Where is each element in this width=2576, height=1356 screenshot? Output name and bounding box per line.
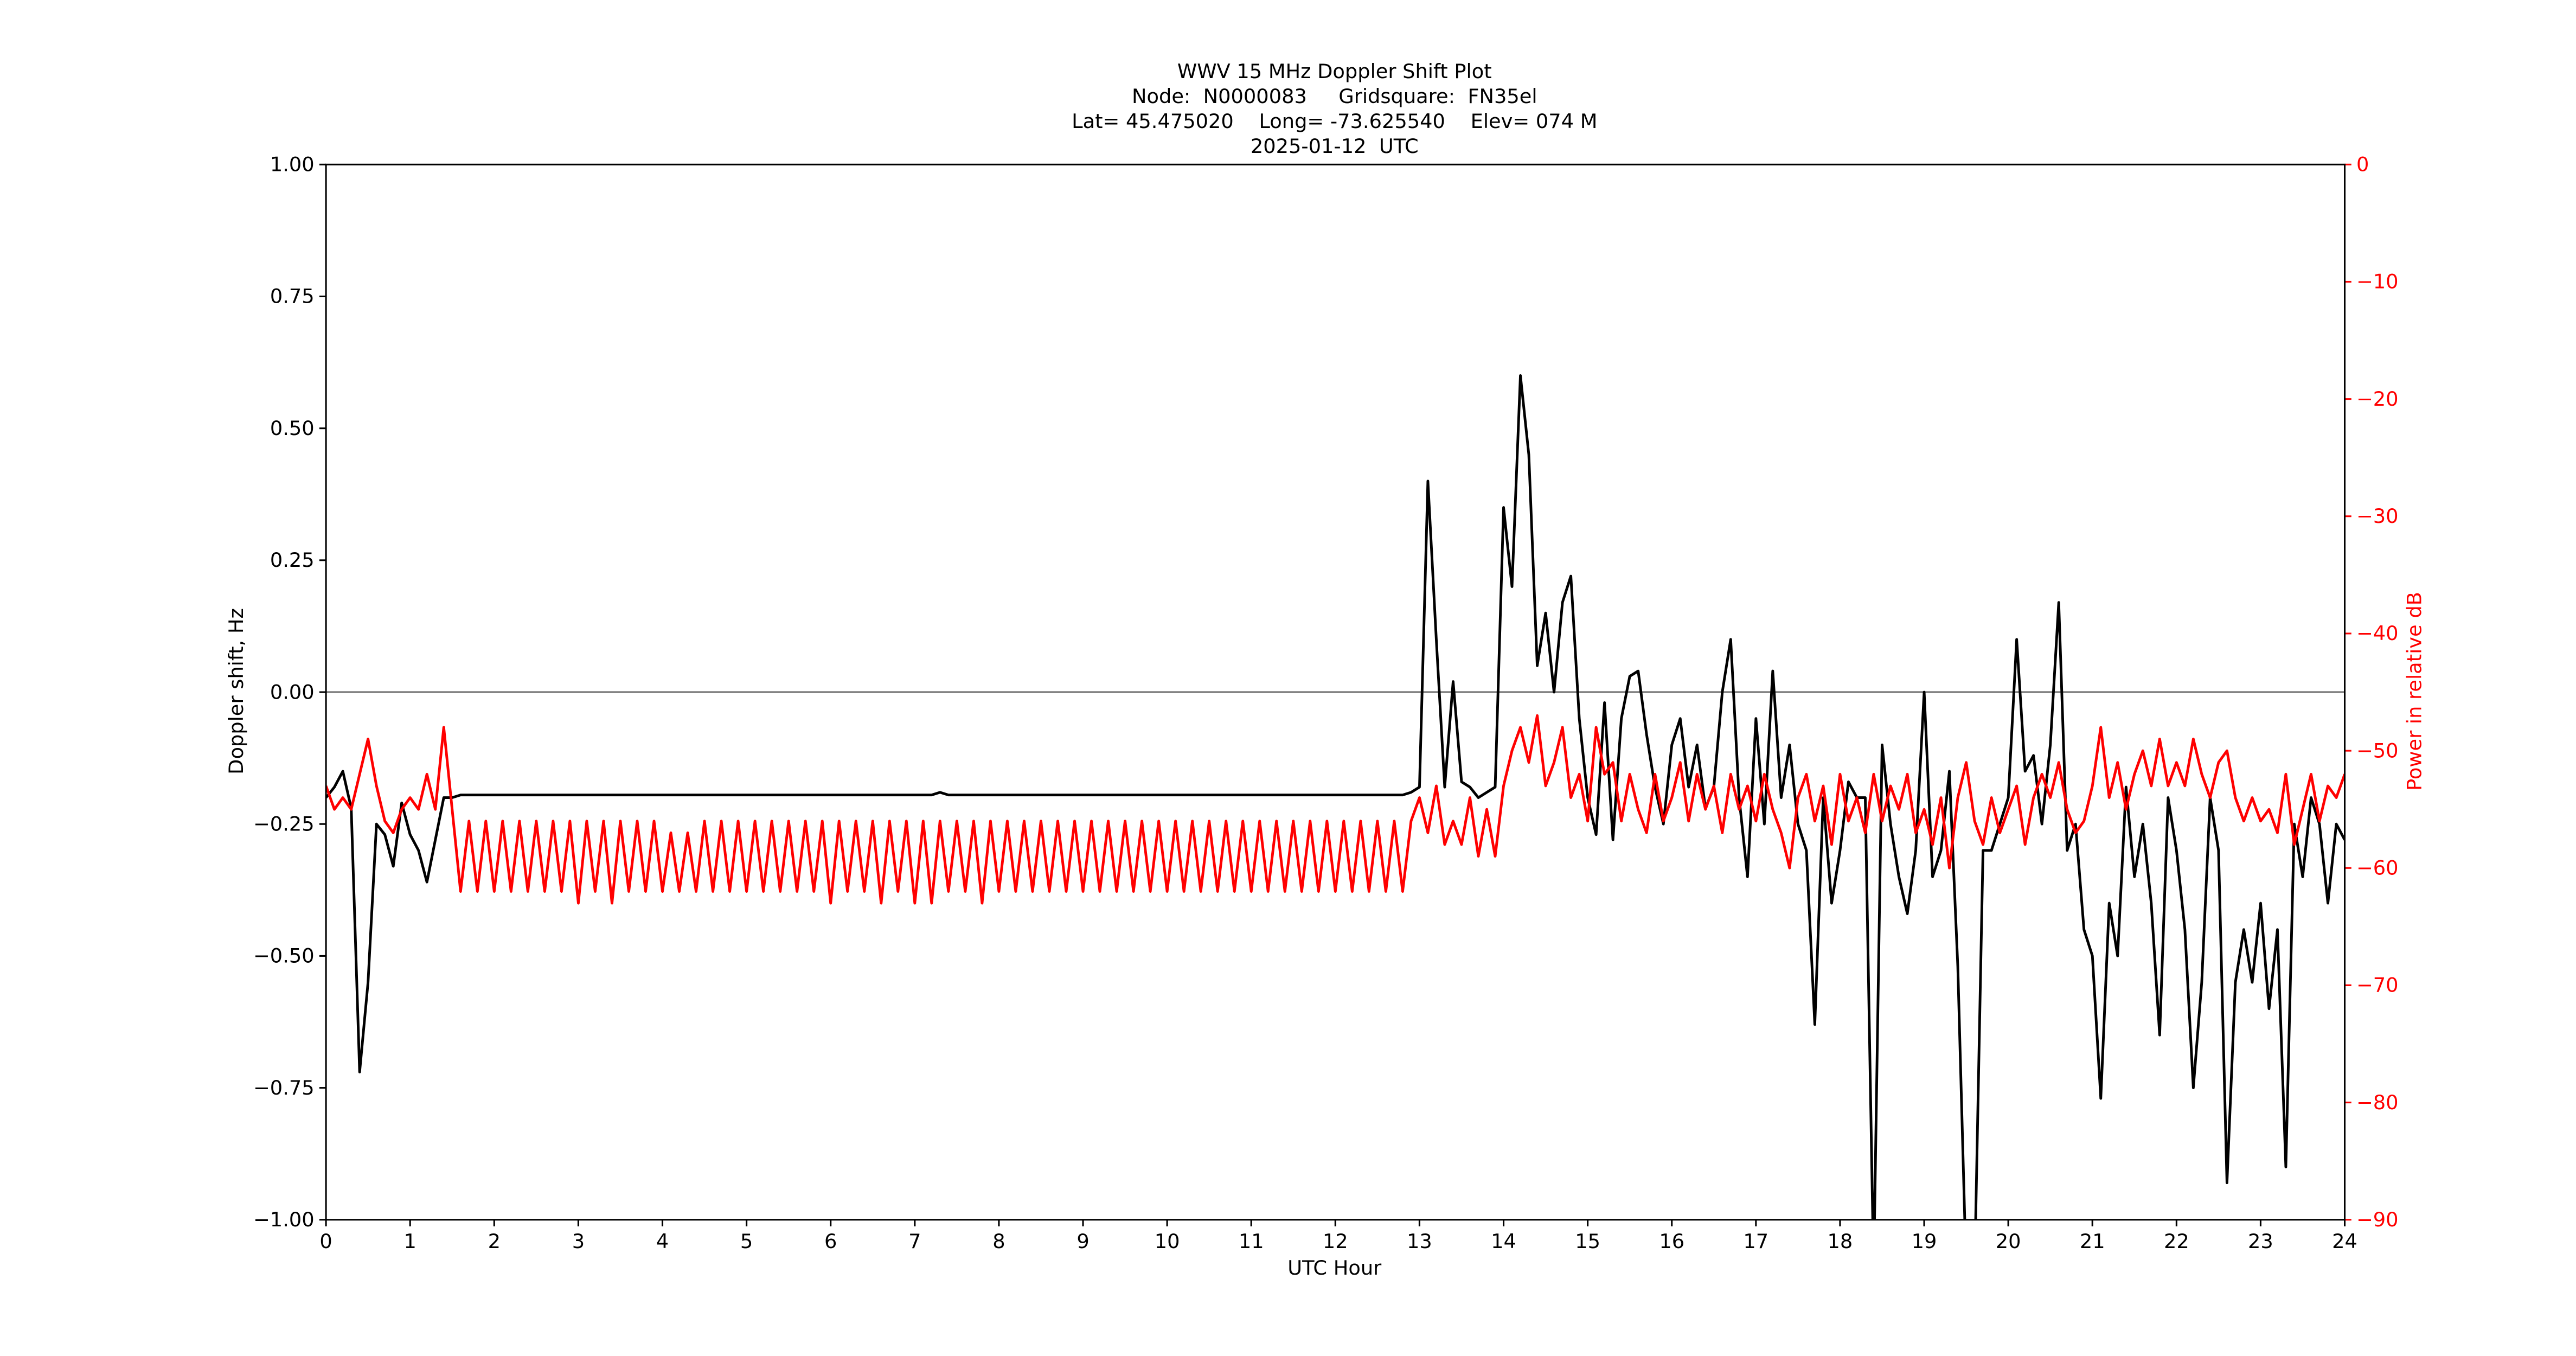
y-axis-label: Doppler shift, Hz (225, 608, 248, 775)
x-tick-label: 1 (404, 1230, 416, 1253)
data-line (326, 374, 2345, 1220)
x-tick-label: 15 (1575, 1230, 1600, 1253)
x-tick-label: 6 (824, 1230, 837, 1253)
y2-tick-label: 0 (2356, 153, 2369, 176)
y-tick-label: −0.25 (253, 812, 315, 835)
x-tick-label: 23 (2248, 1230, 2273, 1253)
x-tick-label: 2 (488, 1230, 501, 1253)
x-tick-label: 9 (1076, 1230, 1089, 1253)
x-tick-label: 17 (1743, 1230, 1768, 1253)
x-tick-label: 3 (572, 1230, 585, 1253)
chart-title: WWV 15 MHz Doppler Shift Plot (1177, 60, 1492, 83)
y-tick-label: −0.50 (253, 944, 315, 968)
y-tick-label: 1.00 (270, 153, 315, 176)
y-tick-label: 0.25 (270, 548, 315, 572)
x-tick-label: 21 (2080, 1230, 2105, 1253)
data-line (326, 714, 2345, 905)
x-tick-label: 5 (740, 1230, 753, 1253)
y-tick-label: 0.75 (270, 285, 315, 308)
y-tick-label: 0.50 (270, 417, 315, 440)
y2-tick-label: −50 (2356, 739, 2399, 762)
x-tick-label: 0 (319, 1230, 332, 1253)
y-tick-label: −1.00 (253, 1208, 315, 1231)
chart-subtitle: Node: N0000083 Gridsquare: FN35el (1132, 85, 1537, 108)
x-tick-label: 14 (1491, 1230, 1516, 1253)
x-tick-label: 7 (908, 1230, 921, 1253)
y2-tick-label: −90 (2356, 1208, 2399, 1231)
x-axis-label: UTC Hour (1287, 1256, 1382, 1280)
chart-subtitle: 2025-01-12 UTC (1251, 135, 1419, 158)
y2-tick-label: −70 (2356, 974, 2399, 997)
x-tick-label: 19 (1912, 1230, 1937, 1253)
y2-axis-label: Power in relative dB (2402, 592, 2426, 791)
y2-tick-label: −20 (2356, 387, 2399, 411)
y2-tick-label: −80 (2356, 1091, 2399, 1114)
x-tick-label: 4 (656, 1230, 669, 1253)
plot-frame (325, 163, 2346, 1221)
y-tick-label: −0.75 (253, 1076, 315, 1099)
x-tick-label: 18 (1828, 1230, 1853, 1253)
chart-subtitle: Lat= 45.475020 Long= -73.625540 Elev= 07… (1072, 110, 1597, 133)
x-tick-label: 13 (1407, 1230, 1432, 1253)
y2-tick-label: −40 (2356, 622, 2399, 645)
x-tick-label: 16 (1659, 1230, 1684, 1253)
y2-tick-label: −10 (2356, 270, 2399, 293)
x-tick-label: 8 (992, 1230, 1005, 1253)
x-tick-label: 20 (1996, 1230, 2021, 1253)
y2-tick-label: −30 (2356, 504, 2399, 528)
x-tick-label: 24 (2332, 1230, 2357, 1253)
x-tick-label: 11 (1239, 1230, 1264, 1253)
y2-tick-label: −60 (2356, 856, 2399, 880)
x-tick-label: 12 (1323, 1230, 1348, 1253)
y-tick-label: 0.00 (270, 680, 315, 703)
x-tick-label: 10 (1155, 1230, 1180, 1253)
x-tick-label: 22 (2164, 1230, 2189, 1253)
